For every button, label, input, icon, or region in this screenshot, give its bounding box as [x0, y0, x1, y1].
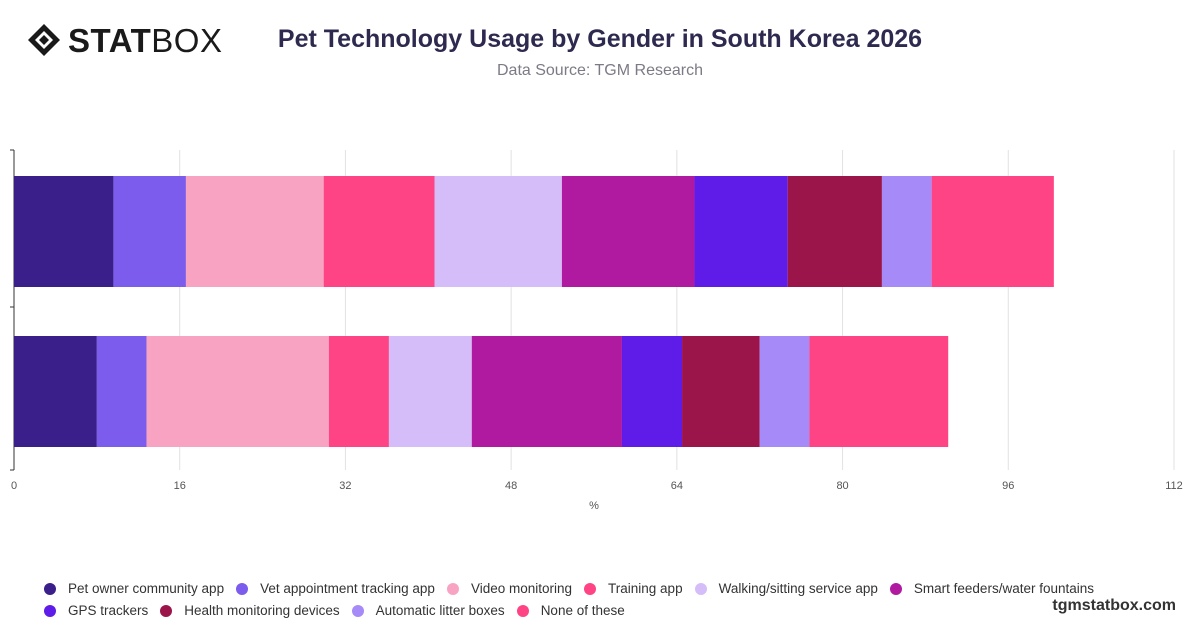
bar-segment-4-row-0[interactable]: [434, 176, 562, 287]
legend-item[interactable]: None of these: [516, 602, 625, 619]
legend-label: GPS trackers: [68, 603, 149, 618]
legend-label: Walking/sitting service app: [718, 581, 878, 596]
statbox-logo[interactable]: STATBOX: [26, 22, 222, 58]
x-tick-label: 112: [1165, 480, 1183, 492]
bar-segment-7-row-0[interactable]: [787, 176, 882, 287]
stacked-bar-chart: 0 16 32 48 64 80 96 112%: [10, 149, 1183, 512]
legend-swatch: [160, 604, 173, 617]
chart-legend: Pet owner community app Vet appointment t…: [44, 580, 1174, 619]
legend-item[interactable]: Vet appointment tracking app: [236, 580, 435, 597]
legend-swatch: [351, 604, 364, 617]
logo-text: STATBOX: [68, 24, 222, 57]
bar-segment-8-row-0[interactable]: [881, 176, 932, 287]
legend-label: Video monitoring: [470, 581, 573, 596]
legend-swatch: [446, 582, 459, 595]
legend-label: Vet appointment tracking app: [260, 581, 435, 596]
diamond-logo-icon: [28, 24, 60, 56]
legend-swatch: [516, 604, 529, 617]
x-tick-label: 64: [671, 480, 683, 492]
site-url[interactable]: tgmstatbox.com: [1052, 597, 1176, 614]
bar-segment-1-row-1[interactable]: [96, 336, 147, 447]
bar-segment-2-row-0[interactable]: [185, 176, 324, 287]
logo-bold-text: STAT: [68, 21, 152, 59]
bar-segment-9-row-1[interactable]: [809, 336, 949, 447]
bar-segment-0-row-0[interactable]: [14, 176, 114, 287]
legend-item[interactable]: Pet owner community app: [44, 580, 224, 597]
bar-segment-5-row-0[interactable]: [561, 176, 695, 287]
legend-swatch: [44, 604, 56, 617]
legend-label: Pet owner community app: [68, 581, 225, 596]
bar-segment-6-row-1[interactable]: [621, 336, 683, 447]
legend-swatch: [44, 582, 56, 595]
bar-segment-1-row-0[interactable]: [113, 176, 186, 287]
x-tick-label: 80: [836, 480, 848, 492]
legend-item[interactable]: GPS trackers: [44, 602, 148, 619]
bar-segment-8-row-1[interactable]: [759, 336, 810, 447]
x-tick-label: 48: [505, 480, 517, 492]
x-tick-label: 96: [1002, 480, 1014, 492]
legend-item[interactable]: Automatic litter boxes: [351, 602, 505, 619]
bar-segment-0-row-1[interactable]: [14, 336, 97, 447]
legend-item[interactable]: Smart feeders/water fountains: [889, 580, 1094, 597]
legend-swatch: [584, 582, 597, 595]
legend-item[interactable]: Walking/sitting service app: [694, 580, 878, 597]
logo-light-text: BOX: [151, 21, 223, 59]
legend-swatch: [694, 582, 707, 595]
legend-label: None of these: [540, 603, 625, 618]
chart-title: Pet Technology Usage by Gender in South …: [277, 25, 923, 53]
legend-label: Automatic litter boxes: [375, 603, 505, 618]
legend-label: Health monitoring devices: [184, 603, 340, 618]
legend-item[interactable]: Video monitoring: [446, 580, 573, 597]
bar-segment-6-row-0[interactable]: [694, 176, 788, 287]
bar-segment-4-row-1[interactable]: [388, 336, 472, 447]
legend-swatch: [889, 582, 902, 595]
legend-item[interactable]: Health monitoring devices: [160, 602, 340, 619]
legend-swatch: [236, 582, 249, 595]
bar-segment-3-row-1[interactable]: [328, 336, 389, 447]
x-tick-label: 0: [11, 480, 17, 492]
bar-segment-3-row-0[interactable]: [323, 176, 435, 287]
legend-item[interactable]: Training app: [584, 580, 683, 597]
bar-segment-9-row-0[interactable]: [931, 176, 1054, 287]
bar-segment-5-row-1[interactable]: [471, 336, 622, 447]
legend-label: Smart feeders/water fountains: [913, 581, 1094, 596]
chart-subtitle: Data Source: TGM Research: [496, 62, 703, 79]
legend-label: Training app: [608, 581, 683, 596]
bar-segment-2-row-1[interactable]: [146, 336, 329, 447]
bar-segment-7-row-1[interactable]: [682, 336, 760, 447]
x-tick-label: 16: [174, 480, 186, 492]
x-axis-label: %: [589, 500, 599, 512]
x-tick-label: 32: [339, 480, 351, 492]
